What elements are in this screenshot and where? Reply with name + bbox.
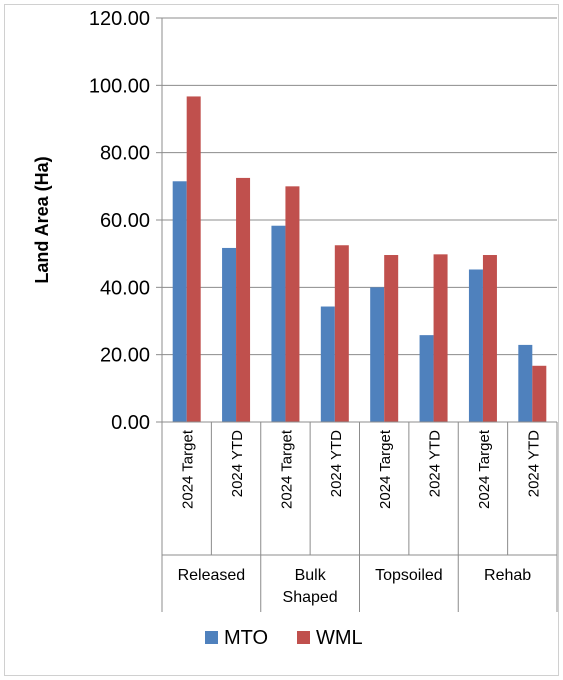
- group-label: Shaped: [283, 589, 338, 606]
- y-tick-label: 60.00: [100, 210, 150, 232]
- bar-mto: [468, 269, 483, 422]
- bar-wml: [186, 96, 201, 423]
- x-tick-label: 2024 Target: [278, 429, 295, 509]
- x-tick-label: 2024 Target: [476, 429, 493, 509]
- bar-wml: [334, 245, 349, 422]
- y-tick-label: 40.00: [100, 277, 150, 299]
- y-tick-label: 20.00: [100, 345, 150, 367]
- x-tick-label: 2024 Target: [377, 429, 394, 509]
- x-tick-label: 2024 YTD: [229, 430, 246, 497]
- bar-mto: [172, 181, 187, 422]
- legend-label-mto: MTO: [224, 627, 268, 649]
- x-tick-label: 2024 YTD: [328, 430, 345, 497]
- bar-wml: [384, 255, 399, 422]
- group-label: Topsoiled: [375, 567, 443, 584]
- x-tick-label: 2024 YTD: [427, 430, 444, 497]
- bar-wml: [236, 177, 251, 422]
- bar-mto: [419, 335, 434, 422]
- bar-wml: [532, 365, 547, 422]
- y-tick-label: 80.00: [100, 143, 150, 165]
- y-tick-label: 0.00: [111, 412, 150, 434]
- bar-wml: [285, 186, 300, 422]
- bar-mto: [370, 287, 385, 422]
- legend-label-wml: WML: [316, 627, 363, 649]
- y-tick-label: 120.00: [89, 8, 150, 30]
- y-axis-title: Land Area (Ha): [32, 156, 52, 283]
- group-label: Released: [178, 567, 246, 584]
- bar-mto: [518, 344, 533, 422]
- group-label: Bulk: [295, 567, 327, 584]
- bar-mto: [320, 306, 335, 422]
- x-tick-label: 2024 Target: [180, 429, 197, 509]
- bar-wml: [482, 255, 497, 422]
- legend-swatch-mto: [205, 631, 218, 644]
- group-label: Rehab: [484, 567, 531, 584]
- legend-swatch-wml: [297, 631, 310, 644]
- bar-mto: [222, 247, 237, 422]
- x-tick-label: 2024 YTD: [525, 430, 542, 497]
- y-tick-label: 100.00: [89, 75, 150, 97]
- chart-frame: [4, 4, 559, 676]
- bar-wml: [433, 254, 448, 422]
- bar-mto: [271, 225, 286, 422]
